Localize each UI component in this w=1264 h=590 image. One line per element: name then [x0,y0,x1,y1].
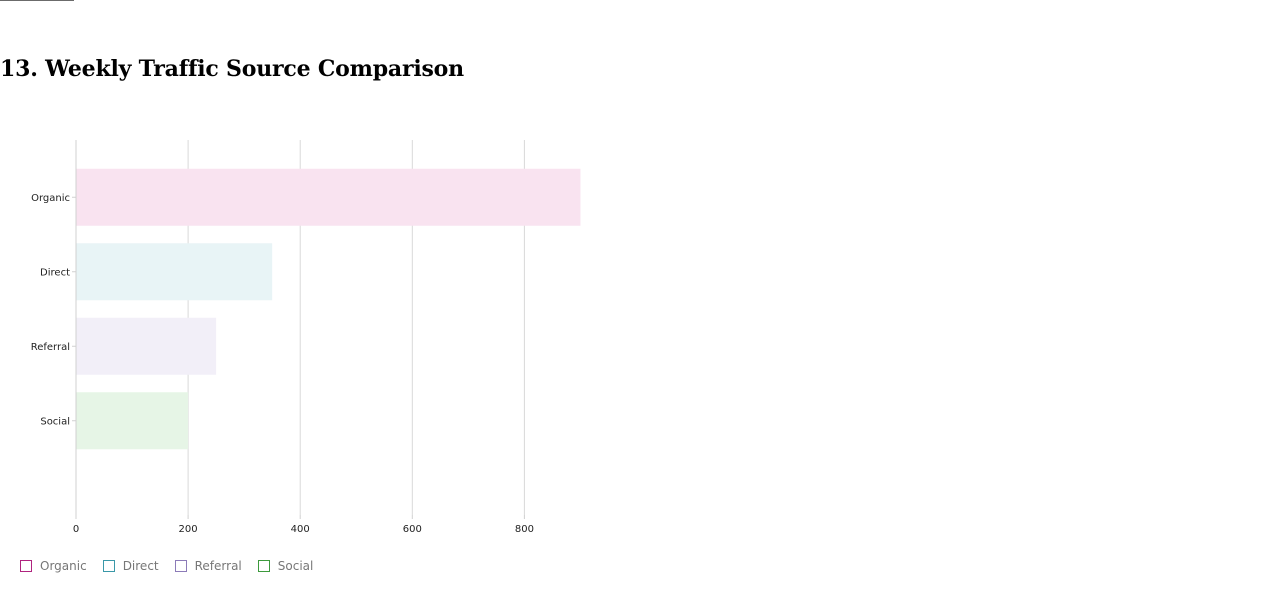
bar-organic [76,168,581,226]
page-heading: 13. Weekly Traffic Source Comparison [0,56,464,82]
traffic-source-bar-chart: 0 200 400 600 800 Organic Direct Referral Social [31,140,581,535]
legend-label: Social [277,559,314,573]
x-tick-label: 200 [179,524,198,535]
legend-label: Organic [40,559,87,573]
bar-referral [76,317,217,375]
top-rule [0,0,74,1]
bar-social [76,392,189,450]
bars [76,168,581,450]
legend-swatch [20,560,32,572]
legend-swatch [257,560,270,572]
x-tick-label: 0 [73,524,79,535]
legend-label: Direct [122,559,159,573]
legend-label: Referral [194,559,242,573]
legend-item-referral[interactable]: Referral [174,559,242,573]
x-tick-label: 400 [291,524,310,535]
legend-item-organic[interactable]: Organic [20,559,87,573]
bar-direct [76,243,273,301]
y-tick-label: Organic [31,193,70,204]
chart-legend: Organic Direct Referral Social [20,559,313,573]
x-tick-label: 600 [403,524,422,535]
y-tick-label: Referral [31,342,70,353]
legend-item-social[interactable]: Social [257,559,314,573]
legend-item-direct[interactable]: Direct [102,559,159,573]
y-tick-label: Social [40,416,70,427]
y-tick-label: Direct [40,267,70,278]
legend-swatch [102,560,115,572]
legend-swatch [174,560,187,572]
axes: 0 200 400 600 800 Organic Direct Referral Social [31,140,534,535]
x-tick-label: 800 [515,524,534,535]
